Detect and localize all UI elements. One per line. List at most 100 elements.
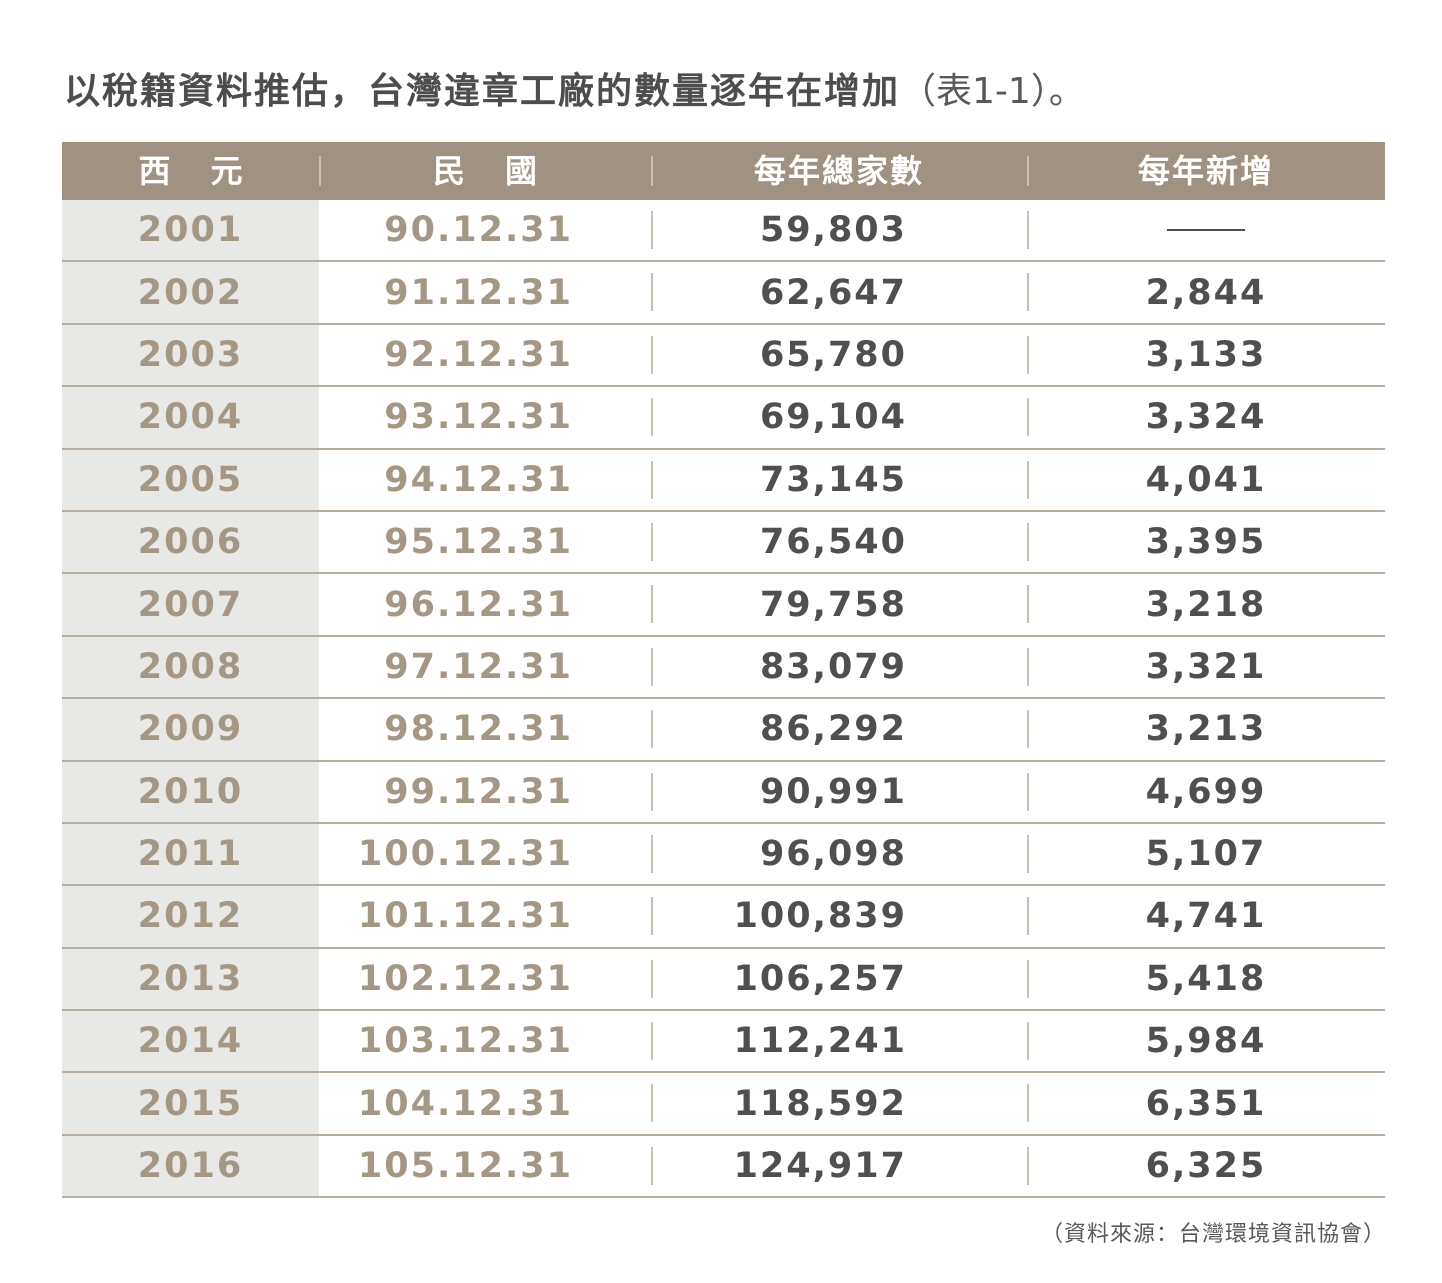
column-separator xyxy=(1027,1146,1029,1185)
table-row: 2008 97.12.31 83,079 3,321 xyxy=(62,636,1385,700)
cell-western-year-text: 2009 xyxy=(137,709,244,750)
cell-western-year-text: 2016 xyxy=(137,1146,244,1187)
cell-roc-date-text: 100.12.31 xyxy=(357,834,573,875)
cell-roc-date: 105.12.31 xyxy=(319,1136,651,1196)
cell-western-year: 2002 xyxy=(62,262,319,323)
cell-western-year-text: 2012 xyxy=(137,896,244,937)
cell-roc-date-text: 102.12.31 xyxy=(357,958,573,999)
cell-annual-new: 3,324 xyxy=(1027,387,1385,447)
cell-annual-new: 6,351 xyxy=(1027,1073,1385,1133)
cell-western-year-text: 2010 xyxy=(137,771,244,812)
cell-annual-new: 5,107 xyxy=(1027,824,1385,884)
cell-annual-total: 106,257 xyxy=(651,949,1027,1009)
source-note: （資料來源：台灣環境資訊協會） xyxy=(1040,1222,1386,1247)
table-row: 2007 96.12.31 79,758 3,218 xyxy=(62,574,1385,637)
table-header: 西元 民國 每年總家數 每年新增 xyxy=(62,142,1385,200)
cell-western-year: 2012 xyxy=(62,886,319,947)
chart-title-main: 以稅籍資料推估，台灣違章工廠的數量逐年在增加 xyxy=(64,71,901,112)
cell-western-year: 2005 xyxy=(62,449,319,510)
cell-annual-new-text: 3,321 xyxy=(1145,646,1267,687)
cell-roc-date: 103.12.31 xyxy=(319,1011,651,1071)
cell-western-year-text: 2008 xyxy=(137,646,244,687)
cell-annual-new: 5,984 xyxy=(1027,1011,1385,1071)
cell-western-year-text: 2006 xyxy=(137,522,244,563)
column-separator xyxy=(651,710,653,749)
column-separator xyxy=(651,647,653,686)
cell-roc-date-text: 103.12.31 xyxy=(357,1021,573,1062)
cell-roc-date-text: 90.12.31 xyxy=(384,210,573,251)
column-separator xyxy=(651,522,653,561)
cell-annual-new: 3,395 xyxy=(1027,512,1385,572)
cell-roc-date: 100.12.31 xyxy=(319,824,651,884)
cell-annual-total-text: 83,079 xyxy=(759,646,907,687)
column-header-annual-new: 每年新增 xyxy=(1137,152,1274,190)
cell-annual-total-text: 106,257 xyxy=(733,958,907,999)
cell-western-year-text: 2015 xyxy=(137,1083,244,1124)
column-separator xyxy=(651,335,653,374)
cell-annual-total-text: 90,991 xyxy=(759,771,907,812)
column-separator xyxy=(651,772,653,811)
cell-roc-date: 102.12.31 xyxy=(319,949,651,1009)
column-separator xyxy=(651,211,653,249)
cell-roc-date-text: 95.12.31 xyxy=(384,522,573,563)
column-separator xyxy=(651,959,653,998)
column-separator xyxy=(651,1146,653,1185)
column-separator xyxy=(651,585,653,624)
data-table: 西元 民國 每年總家數 每年新增 2001 90.12.31 59,803 2002 9… xyxy=(62,142,1385,1199)
cell-annual-new: 3,321 xyxy=(1027,637,1385,697)
cell-annual-total-text: 62,647 xyxy=(759,272,907,313)
cell-roc-date: 104.12.31 xyxy=(319,1073,651,1133)
table-row: 2012 101.12.31 100,839 4,741 xyxy=(62,886,1385,949)
cell-annual-new: 5,418 xyxy=(1027,949,1385,1009)
column-separator xyxy=(1027,585,1029,624)
cell-annual-new: 3,213 xyxy=(1027,699,1385,759)
cell-western-year: 2006 xyxy=(62,511,319,573)
cell-western-year: 2007 xyxy=(62,574,319,635)
cell-roc-date-text: 91.12.31 xyxy=(384,272,573,313)
cell-annual-new-text: 3,213 xyxy=(1145,709,1267,750)
cell-western-year: 2013 xyxy=(62,948,319,1010)
column-separator xyxy=(1027,460,1029,499)
cell-annual-total-text: 112,241 xyxy=(733,1021,907,1062)
cell-western-year: 2009 xyxy=(62,699,319,760)
cell-roc-date-text: 92.12.31 xyxy=(384,334,573,375)
cell-annual-total: 62,647 xyxy=(651,262,1027,322)
cell-annual-new-text: 5,418 xyxy=(1145,958,1267,999)
cell-annual-total-text: 59,803 xyxy=(759,210,907,251)
cell-roc-date-text: 99.12.31 xyxy=(384,771,573,812)
column-separator xyxy=(1027,959,1029,998)
header-separator xyxy=(1027,156,1029,186)
cell-annual-new-text: 4,741 xyxy=(1145,896,1267,937)
column-separator xyxy=(651,1022,653,1061)
cell-roc-date-text: 94.12.31 xyxy=(384,459,573,500)
cell-annual-total-text: 76,540 xyxy=(759,522,907,563)
cell-annual-total: 96,098 xyxy=(651,824,1027,884)
column-separator xyxy=(1027,772,1029,811)
cell-annual-new xyxy=(1027,200,1385,260)
cell-western-year: 2008 xyxy=(62,636,319,698)
cell-roc-date: 94.12.31 xyxy=(319,450,651,510)
cell-annual-total: 118,592 xyxy=(651,1073,1027,1133)
column-separator xyxy=(1027,522,1029,561)
column-separator xyxy=(651,897,653,936)
cell-annual-new-text: 3,395 xyxy=(1145,522,1267,563)
cell-annual-total: 86,292 xyxy=(651,699,1027,759)
column-header-annual-total: 每年總家數 xyxy=(753,152,924,190)
cell-annual-total-text: 73,145 xyxy=(759,459,907,500)
cell-annual-total-text: 118,592 xyxy=(733,1083,907,1124)
table-row: 2016 105.12.31 124,917 6,325 xyxy=(62,1135,1385,1199)
cell-annual-new: 4,741 xyxy=(1027,886,1385,946)
header-separator xyxy=(651,156,653,186)
cell-western-year: 2014 xyxy=(62,1011,319,1072)
column-separator xyxy=(1027,834,1029,873)
cell-annual-total-text: 86,292 xyxy=(759,709,907,750)
cell-annual-total: 112,241 xyxy=(651,1011,1027,1071)
cell-annual-new-text: 6,351 xyxy=(1145,1083,1267,1124)
cell-annual-total-text: 96,098 xyxy=(759,834,907,875)
cell-annual-new: 2,844 xyxy=(1027,262,1385,322)
column-header-western-year: 西元 xyxy=(138,152,283,190)
cell-annual-new: 4,699 xyxy=(1027,762,1385,822)
cell-roc-date: 90.12.31 xyxy=(319,200,651,260)
cell-annual-new-text: 4,041 xyxy=(1145,459,1267,500)
cell-western-year-text: 2013 xyxy=(137,958,244,999)
